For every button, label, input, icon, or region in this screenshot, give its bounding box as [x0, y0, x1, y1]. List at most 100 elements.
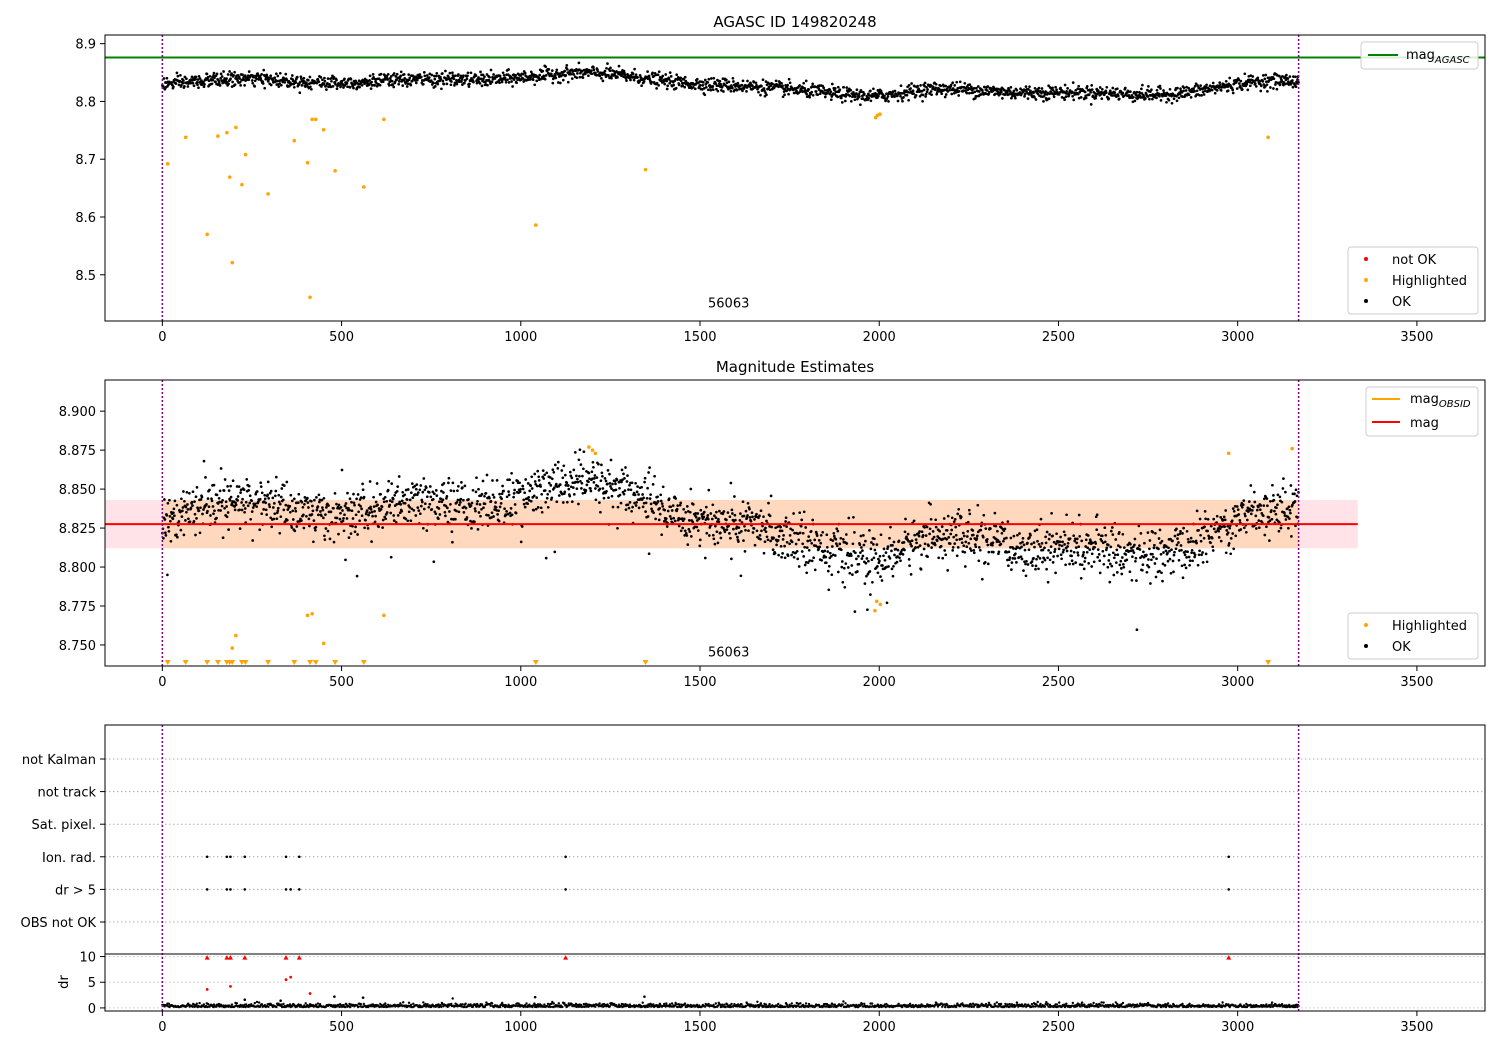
- ok-point: [392, 519, 396, 522]
- ok-point: [822, 86, 826, 90]
- ok-point: [985, 537, 989, 541]
- highlighted-point: [310, 117, 314, 122]
- ok-point: [550, 496, 554, 500]
- ok-point: [908, 564, 911, 568]
- ok-point: [466, 71, 470, 75]
- ok-point: [279, 83, 283, 87]
- ok-point: [543, 489, 547, 492]
- ok-point: [913, 533, 916, 537]
- ok-point: [1239, 528, 1243, 531]
- ok-point: [1167, 98, 1171, 102]
- ok-point: [1066, 545, 1069, 548]
- ok-point: [316, 505, 320, 508]
- ok-point: [646, 515, 650, 518]
- ok-point: [728, 532, 731, 535]
- ok-point: [1231, 91, 1235, 95]
- ok-point: [389, 511, 393, 515]
- ok-point: [1165, 100, 1168, 104]
- ok-point: [385, 511, 389, 514]
- ok-point: [729, 536, 732, 540]
- ok-point: [1110, 526, 1114, 529]
- ok-point: [883, 94, 886, 98]
- ok-point: [696, 529, 700, 532]
- ok-point: [856, 570, 859, 573]
- p2-ytick-label: 8.900: [59, 405, 96, 420]
- ok-point: [966, 520, 970, 524]
- highlighted-point: [382, 117, 386, 122]
- ok-point: [1293, 492, 1296, 496]
- ok-point: [719, 531, 722, 535]
- ok-point: [944, 93, 948, 96]
- ok-point: [438, 500, 441, 504]
- ok-point: [433, 77, 437, 81]
- ok-point: [964, 86, 968, 90]
- highlighted-point: [308, 295, 312, 300]
- ok-point: [948, 542, 952, 545]
- ok-point: [462, 74, 465, 78]
- ok-point: [1138, 544, 1141, 547]
- ok-point: [1259, 84, 1263, 88]
- ok-point: [1179, 87, 1182, 91]
- ok-point: [709, 88, 713, 92]
- ok-point: [288, 510, 292, 514]
- ok-point: [691, 85, 695, 89]
- ok-point: [1185, 556, 1188, 559]
- ok-point: [924, 95, 927, 98]
- ok-point: [928, 92, 931, 95]
- ok-point: [1124, 553, 1128, 556]
- ok-point: [165, 76, 169, 80]
- ok-point: [1283, 511, 1286, 515]
- ok-point: [567, 487, 571, 491]
- ok-point: [1131, 555, 1134, 559]
- ok-point: [595, 476, 599, 479]
- ok-point: [592, 465, 595, 469]
- ok-point: [859, 551, 862, 554]
- ok-point: [1179, 529, 1182, 533]
- ok-point: [522, 502, 526, 506]
- ok-point: [652, 511, 655, 515]
- ok-point: [501, 484, 504, 488]
- ok-point: [1174, 547, 1178, 551]
- ok-point: [1274, 83, 1277, 86]
- ok-point: [1204, 517, 1207, 521]
- ok-point: [972, 551, 976, 555]
- ok-point: [1007, 564, 1010, 568]
- ok-point: [319, 510, 322, 513]
- ok-point: [1134, 559, 1137, 563]
- ok-point: [592, 65, 595, 69]
- legend-ok-label: OK: [1392, 295, 1411, 310]
- ok-point: [1294, 75, 1297, 79]
- highlighted-point: [243, 152, 248, 157]
- ok-point: [474, 74, 478, 77]
- ok-point: [923, 542, 927, 546]
- ok-point: [1201, 551, 1204, 554]
- ok-point: [359, 504, 362, 508]
- ok-point: [214, 80, 217, 84]
- ok-point: [914, 538, 918, 541]
- ok-point: [219, 76, 222, 80]
- ok-point: [341, 519, 345, 523]
- dr-point: [255, 1000, 259, 1004]
- ok-point: [163, 498, 166, 501]
- ok-point: [385, 499, 389, 503]
- ok-point: [185, 77, 188, 81]
- ok-point: [323, 538, 327, 541]
- ok-point: [1215, 89, 1219, 92]
- ok-point: [505, 510, 508, 513]
- ok-point: [221, 498, 224, 502]
- p1-xtick-label: 500: [329, 330, 354, 345]
- ok-point: [751, 515, 754, 519]
- ok-point: [405, 498, 409, 501]
- ok-point: [307, 517, 311, 521]
- ok-point: [236, 495, 240, 498]
- ok-point: [566, 80, 570, 84]
- ok-point: [1274, 512, 1278, 516]
- flag-point: [1227, 888, 1231, 891]
- ok-point: [744, 509, 748, 513]
- ok-point: [1026, 97, 1030, 100]
- ok-point: [210, 82, 214, 86]
- ok-point: [698, 544, 702, 548]
- ok-point: [455, 509, 458, 513]
- ok-point: [572, 73, 576, 76]
- ok-point: [182, 533, 186, 537]
